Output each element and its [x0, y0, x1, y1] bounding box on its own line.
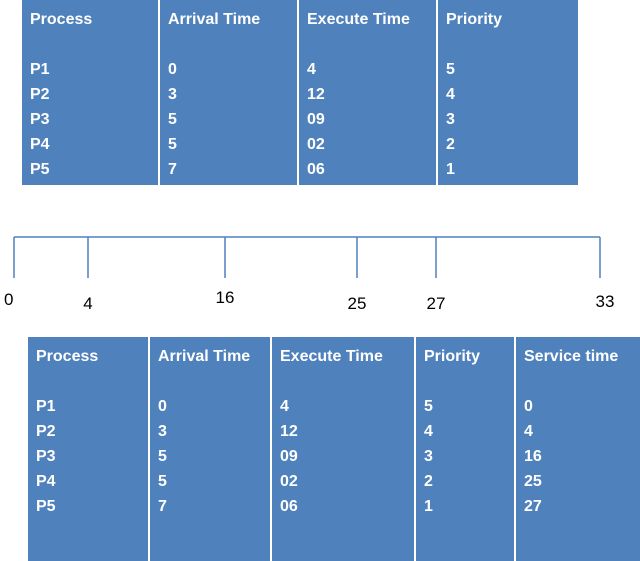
table-cell: 5 — [158, 448, 167, 465]
table-cell: 5 — [424, 398, 433, 415]
table-cell: P3 — [36, 448, 56, 465]
header-cell: Execute Time — [280, 348, 383, 365]
table-cell: 4 — [446, 86, 455, 103]
column-divider — [414, 337, 416, 561]
header-cell: Service time — [524, 348, 619, 365]
table-cell: 5 — [168, 111, 177, 128]
table: Process P1 P2 P3 P4 P5 Arrival Time 0 3 5 5 7 Execut… — [28, 337, 640, 561]
table-cell: 1 — [424, 498, 433, 515]
table-cell: P4 — [30, 136, 50, 153]
table-cell: 2 — [424, 473, 433, 490]
timeline-label: 16 — [216, 288, 235, 307]
table-cell: P2 — [36, 423, 56, 440]
table-cell: 25 — [524, 473, 542, 490]
table-cell: 7 — [168, 161, 177, 178]
timeline-label: 0 — [4, 290, 13, 309]
timeline-label: 33 — [596, 292, 615, 311]
table-cell: P5 — [30, 161, 50, 178]
timeline-label: 25 — [348, 294, 367, 313]
table-cell: 27 — [524, 498, 542, 515]
timeline-label: 4 — [83, 294, 92, 313]
table: Process P1 P2 P3 P4 P5 Arrival Time 0 3 5 5 7 Execut… — [22, 0, 578, 185]
table-cell: 5 — [158, 473, 167, 490]
table-cell: 7 — [158, 498, 167, 515]
table-cell: 5 — [446, 61, 455, 78]
table-cell: 3 — [424, 448, 433, 465]
table-cell: 2 — [446, 136, 455, 153]
header-cell: Priority — [446, 11, 503, 28]
table-cell: 1 — [446, 161, 455, 178]
column-divider — [148, 337, 150, 561]
table-cell: 4 — [424, 423, 433, 440]
table-cell: P1 — [30, 61, 50, 78]
header-cell: Process — [30, 11, 93, 28]
column-divider — [436, 0, 438, 185]
table-cell: 0 — [158, 398, 167, 415]
header-cell: Arrival Time — [158, 348, 251, 365]
column-divider — [270, 337, 272, 561]
table-cell: 02 — [307, 136, 325, 153]
header-cell: Process — [36, 348, 99, 365]
table-cell: 09 — [307, 111, 325, 128]
header-cell: Execute Time — [307, 11, 410, 28]
table-cell: 09 — [280, 448, 298, 465]
table-cell: P1 — [36, 398, 56, 415]
table-cell: 4 — [524, 423, 533, 440]
table-cell: 4 — [280, 398, 289, 415]
table-cell: P3 — [30, 111, 50, 128]
header-cell: Arrival Time — [168, 11, 261, 28]
table-cell: P5 — [36, 498, 56, 515]
table-cell: 16 — [524, 448, 542, 465]
table-cell: 06 — [280, 498, 298, 515]
table-cell: 12 — [307, 86, 325, 103]
table-cell: 5 — [168, 136, 177, 153]
table-cell: 06 — [307, 161, 325, 178]
table-cell: 12 — [280, 423, 298, 440]
column-divider — [158, 0, 160, 185]
column-divider — [297, 0, 299, 185]
table-cell: 02 — [280, 473, 298, 490]
table-cell: 4 — [307, 61, 316, 78]
column-divider — [514, 337, 516, 561]
table-cell: 3 — [446, 111, 455, 128]
timeline-label: 27 — [427, 294, 446, 313]
table-cell: P4 — [36, 473, 56, 490]
table-cell: 3 — [168, 86, 177, 103]
header-cell: Priority — [424, 348, 481, 365]
table-cell: 3 — [158, 423, 167, 440]
table-cell: 0 — [524, 398, 533, 415]
table-cell: 0 — [168, 61, 177, 78]
table-cell: P2 — [30, 86, 50, 103]
